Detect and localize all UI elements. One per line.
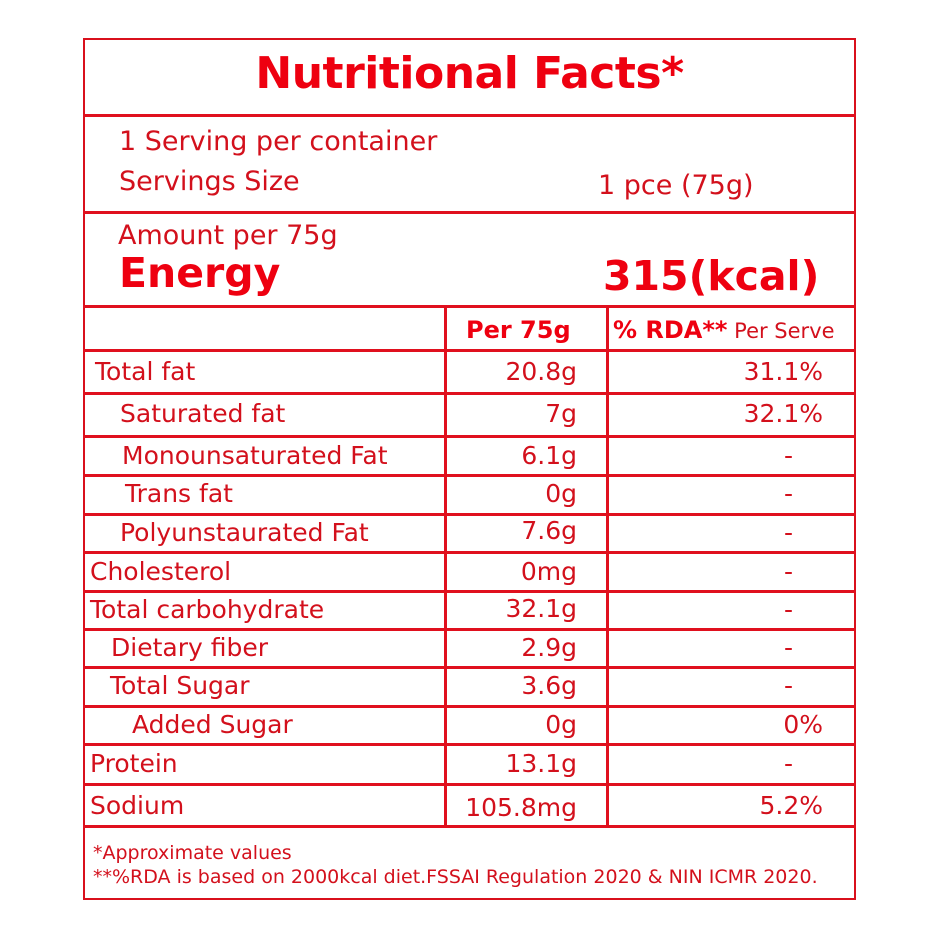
nutrient-amount: 20.8g xyxy=(505,357,577,386)
divider-energy xyxy=(83,305,856,308)
nutrient-amount: 3.6g xyxy=(521,671,577,700)
divider-row xyxy=(83,743,856,746)
nutrient-amount: 32.1g xyxy=(505,594,577,623)
serving-size-value: 1 pce (75g) xyxy=(598,170,754,201)
nutrient-amount: 0g xyxy=(545,710,577,739)
divider-row xyxy=(83,783,856,786)
nutrient-name: Protein xyxy=(90,749,178,778)
divider-row xyxy=(83,705,856,708)
nutrient-amount: 2.9g xyxy=(521,633,577,662)
nutrient-amount: 7g xyxy=(545,399,577,428)
nutrient-rda: 32.1% xyxy=(743,399,823,428)
serving-size-label: Servings Size xyxy=(119,166,300,197)
divider-row xyxy=(83,628,856,631)
nutrient-rda: - xyxy=(783,671,793,700)
nutrient-name: Saturated fat xyxy=(120,399,286,428)
nutrient-name: Total fat xyxy=(95,357,196,386)
column-divider-rda xyxy=(606,305,609,828)
divider-footer xyxy=(83,825,856,828)
divider-row xyxy=(83,513,856,516)
nutrient-rda: 31.1% xyxy=(743,357,823,386)
energy-value: 315(kcal) xyxy=(603,252,820,300)
column-divider-amount xyxy=(444,305,447,828)
nutrient-name: Total Sugar xyxy=(110,671,250,700)
nutrient-rda: - xyxy=(783,633,793,662)
footnote-rda-basis: **%RDA is based on 2000kcal diet.FSSAI R… xyxy=(93,866,818,888)
energy-label: Energy xyxy=(119,249,281,297)
footnote-approx: *Approximate values xyxy=(93,842,292,864)
nutrient-rda: - xyxy=(783,595,793,624)
nutrition-facts-panel xyxy=(83,38,856,900)
nutrient-name: Added Sugar xyxy=(132,710,293,739)
nutrient-rda: - xyxy=(783,479,793,508)
divider-serving xyxy=(83,211,856,214)
nutrient-name: Monounsaturated Fat xyxy=(122,441,388,470)
nutrient-amount: 0g xyxy=(545,479,577,508)
nutrient-name: Total carbohydrate xyxy=(90,595,325,624)
rda-suffix: Per Serve xyxy=(727,319,835,343)
divider-row xyxy=(83,392,856,395)
nutrient-name: Sodium xyxy=(90,791,185,820)
nutrient-name: Dietary fiber xyxy=(111,633,268,662)
amount-per: Amount per 75g xyxy=(118,220,338,251)
nutrient-rda: - xyxy=(783,557,793,586)
nutrient-rda: - xyxy=(783,518,793,547)
servings-per-container: 1 Serving per container xyxy=(119,126,438,157)
divider-row xyxy=(83,590,856,593)
nutrient-name: Cholesterol xyxy=(90,557,232,586)
nutrient-name: Trans fat xyxy=(125,479,233,508)
nutrient-rda: - xyxy=(783,441,793,470)
divider-row xyxy=(83,666,856,669)
nutrient-amount: 6.1g xyxy=(521,441,577,470)
nutrient-amount: 105.8mg xyxy=(465,793,577,822)
nutrient-rda: 0% xyxy=(783,710,823,739)
divider-row xyxy=(83,435,856,438)
label-title: Nutritional Facts* xyxy=(255,48,684,99)
nutrient-rda: 5.2% xyxy=(759,791,823,820)
rda-label: % RDA** xyxy=(613,316,728,344)
nutrient-amount: 7.6g xyxy=(521,516,577,545)
divider-title xyxy=(83,114,856,117)
divider-header xyxy=(83,349,856,352)
nutrient-rda: - xyxy=(783,749,793,778)
column-header-per-amount: Per 75g xyxy=(466,316,571,344)
column-header-rda: % RDA** Per Serve xyxy=(613,318,835,342)
nutrient-name: Polyunstaurated Fat xyxy=(120,518,369,547)
nutrient-amount: 0mg xyxy=(520,557,577,586)
divider-row xyxy=(83,474,856,477)
nutrient-amount: 13.1g xyxy=(505,749,577,778)
divider-row xyxy=(83,551,856,554)
